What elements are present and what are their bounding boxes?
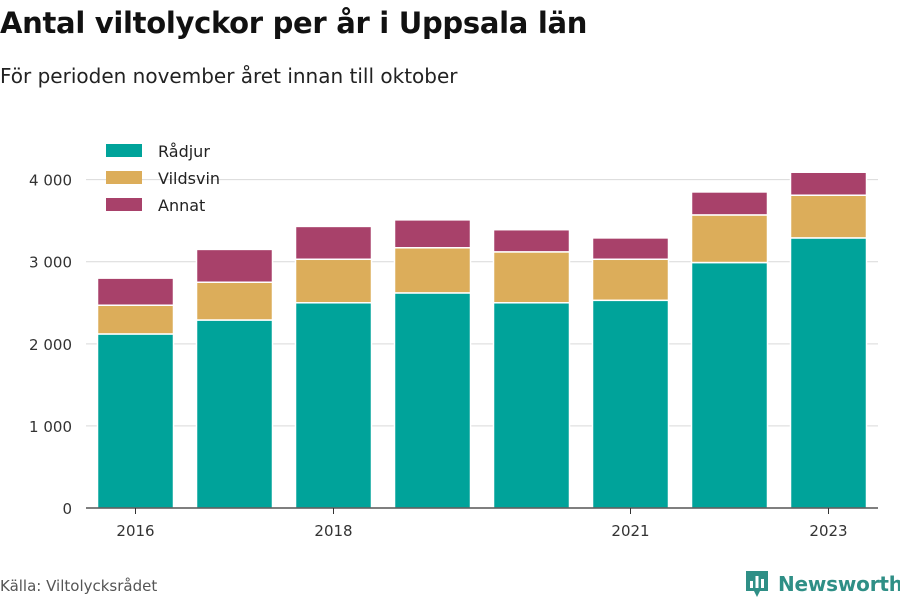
brand-logo: Newsworthy	[744, 568, 900, 600]
x-tick-label: 2018	[314, 522, 352, 540]
bar-rdjur-2022	[690, 261, 769, 509]
y-tick-label: 0	[62, 500, 72, 518]
y-tick-label: 3 000	[29, 254, 72, 272]
bar-vildsvin-2023	[789, 194, 868, 239]
stacked-bar-chart: 0 1 000 2 000 3 000 4 000 2016 2018 2021 2023 Råd…	[29, 142, 878, 540]
bar-vildsvin-2018	[294, 258, 373, 304]
source-note: Källa: Viltolycksrådet	[0, 577, 158, 595]
bar-annat-2023	[789, 171, 868, 196]
bar-rdjur-2018	[294, 302, 373, 509]
bar-rdjur-2016	[96, 333, 175, 509]
legend-label: Annat	[158, 196, 205, 215]
bar-rdjur-2020	[492, 302, 571, 509]
x-tick-label: 2016	[116, 522, 154, 540]
bar-vildsvin-2017	[195, 281, 274, 321]
bar-annat-2021	[591, 237, 670, 261]
brand-name: Newsworthy	[778, 572, 900, 596]
bar-rdjur-2017	[195, 319, 274, 509]
y-tick-label: 2 000	[29, 336, 72, 354]
legend-swatch-rdjur	[106, 144, 142, 157]
bar-annat-2019	[393, 219, 472, 249]
legend-swatch-annat	[106, 198, 142, 211]
legend-label: Vildsvin	[158, 169, 220, 188]
bar-annat-2022	[690, 191, 769, 216]
bar-chart-logo-icon	[746, 571, 768, 597]
x-tick-label: 2023	[809, 522, 847, 540]
bar-rdjur-2021	[591, 299, 670, 509]
legend-label: Rådjur	[158, 142, 210, 161]
bar-annat-2016	[96, 277, 175, 306]
bar-vildsvin-2019	[393, 247, 472, 294]
y-tick-label: 4 000	[29, 172, 72, 190]
chart-title: Antal viltolyckor per år i Uppsala län	[0, 6, 588, 40]
x-tick-label: 2021	[611, 522, 649, 540]
chart-subtitle: För perioden november året innan till ok…	[0, 64, 458, 88]
bar-vildsvin-2022	[690, 214, 769, 264]
bar-vildsvin-2016	[96, 304, 175, 335]
bar-rdjur-2023	[789, 237, 868, 509]
bar-annat-2017	[195, 248, 274, 283]
bar-annat-2018	[294, 225, 373, 261]
y-tick-label: 1 000	[29, 418, 72, 436]
bar-rdjur-2019	[393, 292, 472, 509]
bar-vildsvin-2020	[492, 251, 571, 304]
bar-vildsvin-2021	[591, 258, 670, 302]
bar-annat-2020	[492, 228, 571, 253]
legend-swatch-vildsvin	[106, 171, 142, 184]
